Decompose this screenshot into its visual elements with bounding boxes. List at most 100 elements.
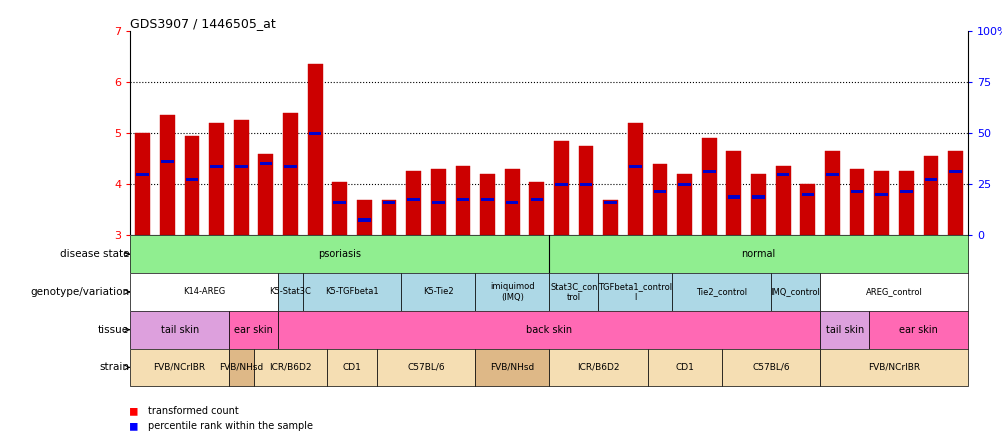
- Bar: [377, 349, 475, 386]
- Bar: [549, 235, 967, 273]
- Text: CD1: CD1: [674, 363, 693, 372]
- Bar: [579, 183, 592, 186]
- Bar: [702, 170, 714, 173]
- Bar: [161, 160, 173, 163]
- Bar: [869, 311, 967, 349]
- Bar: [228, 349, 254, 386]
- Bar: [604, 201, 616, 204]
- Bar: [553, 141, 568, 235]
- Bar: [475, 349, 549, 386]
- Bar: [455, 166, 470, 235]
- Bar: [820, 273, 967, 311]
- Bar: [676, 174, 691, 235]
- Text: C57BL/6: C57BL/6: [752, 363, 789, 372]
- Bar: [357, 200, 372, 235]
- Bar: [308, 64, 323, 235]
- Bar: [303, 273, 401, 311]
- Bar: [431, 169, 445, 235]
- Text: K5-Stat3C: K5-Stat3C: [270, 287, 312, 297]
- Bar: [233, 120, 248, 235]
- Text: FVB/NCrIBR: FVB/NCrIBR: [867, 363, 919, 372]
- Bar: [898, 171, 913, 235]
- Bar: [130, 349, 228, 386]
- Text: FVB/NHsd: FVB/NHsd: [490, 363, 534, 372]
- Bar: [407, 198, 420, 201]
- Bar: [284, 165, 297, 168]
- Text: TGFbeta1_control
l: TGFbeta1_control l: [598, 282, 671, 301]
- Bar: [627, 123, 642, 235]
- Bar: [820, 311, 869, 349]
- Bar: [647, 349, 720, 386]
- Text: tissue: tissue: [98, 325, 129, 335]
- Bar: [720, 349, 820, 386]
- Bar: [652, 164, 666, 235]
- Bar: [283, 113, 298, 235]
- Bar: [874, 171, 888, 235]
- Bar: [254, 349, 327, 386]
- Text: AREG_control: AREG_control: [865, 287, 922, 297]
- Bar: [777, 173, 789, 175]
- Bar: [456, 198, 469, 201]
- Text: K5-Tie2: K5-Tie2: [423, 287, 453, 297]
- Bar: [849, 169, 864, 235]
- Text: Tie2_control: Tie2_control: [695, 287, 746, 297]
- Bar: [381, 200, 396, 235]
- Text: disease state: disease state: [59, 249, 129, 259]
- Bar: [260, 163, 272, 165]
- Bar: [701, 139, 715, 235]
- Bar: [549, 273, 598, 311]
- Text: C57BL/6: C57BL/6: [407, 363, 444, 372]
- Text: strain: strain: [99, 362, 129, 373]
- Bar: [327, 349, 377, 386]
- Bar: [923, 156, 938, 235]
- Text: ■: ■: [130, 420, 137, 433]
- Bar: [401, 273, 475, 311]
- Bar: [924, 178, 936, 181]
- Bar: [135, 133, 150, 235]
- Text: normal: normal: [740, 249, 775, 259]
- Bar: [383, 201, 395, 204]
- Bar: [475, 273, 549, 311]
- Bar: [725, 151, 740, 235]
- Bar: [671, 273, 771, 311]
- Bar: [948, 170, 961, 173]
- Bar: [750, 174, 766, 235]
- Bar: [481, 198, 493, 201]
- Text: CD1: CD1: [343, 363, 361, 372]
- Bar: [775, 166, 790, 235]
- Text: transformed count: transformed count: [148, 406, 238, 416]
- Bar: [358, 218, 371, 222]
- Text: ■: ■: [130, 404, 137, 417]
- Bar: [578, 146, 593, 235]
- Bar: [259, 154, 273, 235]
- Text: FVB/NHsd: FVB/NHsd: [218, 363, 264, 372]
- Text: ear skin: ear skin: [899, 325, 937, 335]
- Bar: [677, 183, 690, 186]
- Text: tail skin: tail skin: [825, 325, 863, 335]
- Text: genotype/variation: genotype/variation: [30, 287, 129, 297]
- Bar: [726, 195, 739, 198]
- Bar: [480, 174, 494, 235]
- Bar: [130, 273, 278, 311]
- Bar: [800, 184, 815, 235]
- Bar: [549, 349, 647, 386]
- Bar: [825, 151, 839, 235]
- Bar: [771, 273, 820, 311]
- Text: psoriasis: psoriasis: [318, 249, 361, 259]
- Text: K14-AREG: K14-AREG: [183, 287, 225, 297]
- Bar: [136, 173, 149, 175]
- Bar: [184, 136, 199, 235]
- Bar: [210, 165, 222, 168]
- Bar: [406, 171, 421, 235]
- Bar: [309, 132, 321, 135]
- Text: percentile rank within the sample: percentile rank within the sample: [148, 421, 314, 431]
- Bar: [332, 182, 347, 235]
- Text: FVB/NCrIBR: FVB/NCrIBR: [153, 363, 205, 372]
- Bar: [209, 123, 223, 235]
- Text: back skin: back skin: [526, 325, 571, 335]
- Bar: [875, 193, 887, 196]
- Bar: [504, 169, 519, 235]
- Bar: [185, 178, 198, 181]
- Text: ear skin: ear skin: [233, 325, 273, 335]
- Bar: [278, 311, 820, 349]
